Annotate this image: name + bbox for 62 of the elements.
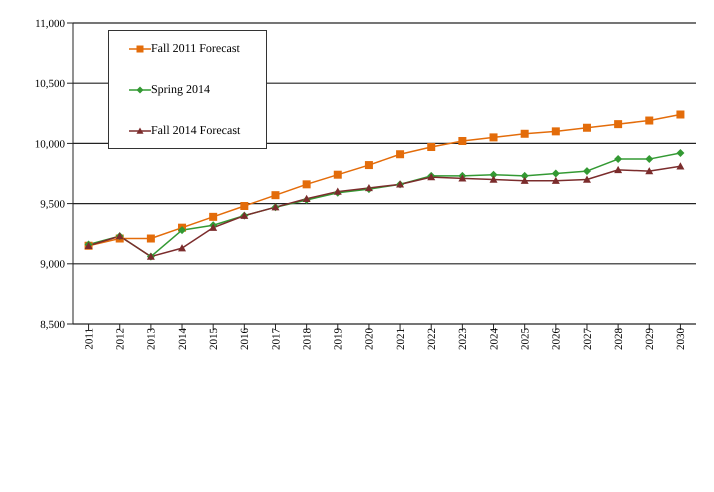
point	[645, 155, 654, 164]
y-tick-label: 9,500	[40, 198, 66, 211]
y-tick-label: 9,000	[40, 258, 66, 271]
x-tick-label: 2021	[394, 328, 407, 350]
x-tick-label: 2020	[364, 328, 376, 350]
point	[146, 234, 155, 243]
point	[614, 166, 622, 174]
point	[209, 224, 218, 231]
x-tick-label: 2025	[519, 328, 532, 350]
point	[209, 212, 218, 221]
point	[396, 150, 404, 158]
x-tick-label: 2023	[457, 328, 470, 350]
x-tick-label: 2011	[83, 328, 96, 350]
point	[178, 244, 186, 252]
x-tick-label: 2022	[426, 328, 438, 350]
point	[582, 167, 591, 176]
x-tick-label: 2012	[114, 328, 127, 350]
x-tick-label: 2026	[550, 328, 563, 350]
y-tick-label: 10,500	[34, 78, 66, 90]
point	[614, 120, 622, 128]
point	[334, 170, 342, 179]
x-tick-label: 2017	[270, 328, 282, 350]
point	[178, 226, 186, 234]
y-tick-label: 10,000	[34, 138, 66, 150]
point	[645, 167, 654, 174]
point	[520, 130, 529, 138]
y-tick-label: 8,500	[40, 318, 66, 331]
x-tick-label: 2019	[332, 328, 345, 350]
x-tick-label: 2016	[239, 328, 252, 350]
point	[490, 133, 498, 142]
point	[614, 155, 622, 164]
point	[676, 162, 684, 170]
x-tick-label: 2015	[208, 328, 220, 350]
x-tick-label: 2028	[612, 328, 625, 350]
x-tick-label: 2018	[301, 328, 314, 350]
point	[582, 176, 591, 183]
point	[427, 143, 436, 152]
point	[458, 174, 466, 182]
point	[520, 176, 529, 184]
point	[552, 176, 560, 184]
point	[582, 124, 591, 132]
legend-label: Fall 2014 Forecast	[151, 123, 240, 138]
point	[458, 136, 466, 145]
point	[552, 127, 560, 136]
legend-label: Spring 2014	[151, 82, 210, 97]
point	[271, 191, 280, 200]
x-tick-label: 2013	[146, 328, 158, 350]
legend-label: Fall 2011 Forecast	[151, 41, 240, 56]
point	[676, 149, 684, 158]
x-tick-label: 2024	[488, 328, 500, 350]
point	[490, 176, 498, 183]
x-tick-label: 2027	[582, 328, 594, 350]
point	[676, 110, 684, 119]
point	[552, 170, 560, 178]
x-tick-label: 2030	[675, 328, 688, 350]
x-tick-label: 2029	[644, 328, 656, 350]
point	[645, 116, 654, 125]
point	[364, 161, 373, 170]
point	[302, 180, 311, 188]
point	[240, 202, 248, 210]
x-tick-label: 2014	[176, 328, 189, 350]
y-tick-label: 11,000	[35, 18, 66, 30]
